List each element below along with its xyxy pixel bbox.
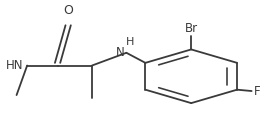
Text: Br: Br xyxy=(185,22,198,35)
Text: F: F xyxy=(254,85,261,98)
Text: H: H xyxy=(126,37,135,47)
Text: N: N xyxy=(115,46,124,59)
Text: O: O xyxy=(63,4,73,17)
Text: HN: HN xyxy=(6,59,23,72)
